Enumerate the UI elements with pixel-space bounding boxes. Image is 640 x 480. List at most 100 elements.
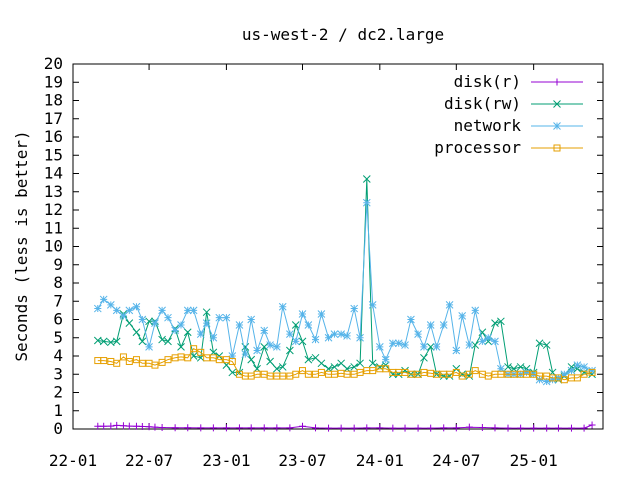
data-point — [381, 361, 390, 369]
data-point — [279, 372, 287, 380]
legend-entry: network — [454, 116, 583, 135]
data-point — [132, 422, 140, 430]
data-point — [362, 198, 371, 207]
data-point — [535, 375, 544, 384]
data-point — [100, 422, 108, 430]
data-point — [356, 333, 364, 342]
y-tick-label: 15 — [44, 145, 63, 164]
data-point — [260, 424, 268, 432]
data-point — [183, 306, 192, 315]
data-point — [317, 359, 326, 368]
data-point — [247, 315, 256, 324]
data-point — [119, 353, 127, 361]
data-point — [202, 308, 211, 317]
data-point — [164, 337, 172, 346]
data-point — [99, 337, 108, 346]
data-point — [298, 310, 307, 318]
data-point — [504, 424, 512, 432]
data-point — [145, 317, 153, 326]
data-point — [350, 304, 359, 313]
data-point — [273, 424, 281, 432]
data-point — [189, 352, 198, 360]
data-point — [228, 357, 236, 365]
legend-entry: disk(r) — [454, 72, 583, 91]
data-point — [554, 424, 562, 432]
data-point — [113, 359, 121, 367]
data-point — [350, 363, 359, 371]
data-point — [164, 356, 172, 364]
y-tick-label: 9 — [53, 255, 63, 274]
data-point — [356, 368, 364, 376]
data-point — [368, 301, 377, 309]
data-point — [183, 328, 192, 337]
data-point — [158, 335, 166, 344]
y-tick-label: 13 — [44, 182, 63, 201]
data-point — [363, 424, 371, 432]
data-point — [330, 363, 339, 371]
y-tick-label: 16 — [44, 127, 63, 146]
data-point — [298, 422, 306, 430]
data-point — [491, 337, 499, 346]
data-point — [375, 343, 384, 351]
data-point — [125, 357, 133, 365]
data-point — [298, 337, 307, 346]
data-point — [548, 375, 557, 384]
data-point — [158, 424, 166, 432]
data-point — [471, 367, 479, 375]
y-tick-label: 6 — [53, 310, 63, 329]
data-point — [171, 326, 179, 335]
data-point — [407, 315, 415, 324]
data-point — [241, 350, 250, 359]
data-point — [588, 370, 596, 379]
data-point — [510, 370, 518, 378]
data-point — [458, 370, 467, 379]
data-point — [260, 326, 269, 335]
data-point — [478, 337, 487, 346]
data-point — [580, 368, 588, 377]
data-point — [414, 424, 422, 432]
data-point — [125, 319, 134, 328]
data-point — [190, 345, 198, 353]
data-point — [151, 423, 159, 431]
data-point — [138, 315, 147, 324]
data-point — [113, 421, 121, 429]
y-tick-label: 18 — [44, 91, 63, 110]
data-point — [439, 321, 448, 329]
data-point — [560, 376, 568, 384]
data-point — [376, 424, 384, 432]
data-point — [119, 311, 128, 320]
y-tick-label: 5 — [53, 328, 63, 347]
data-point — [567, 424, 575, 432]
data-point — [465, 372, 474, 380]
data-point — [573, 364, 582, 373]
data-point — [588, 421, 596, 429]
data-point — [535, 339, 544, 348]
data-point — [272, 343, 281, 351]
data-point — [522, 368, 531, 377]
data-point — [484, 372, 492, 380]
data-point — [304, 355, 313, 364]
legend-entry: disk(rw) — [444, 94, 583, 113]
data-point — [350, 424, 358, 432]
series-disk-rw — [93, 175, 596, 384]
data-point — [286, 346, 294, 355]
data-point — [125, 422, 133, 430]
data-point — [222, 424, 230, 432]
x-tick-label: 23-01 — [202, 451, 250, 470]
data-point — [189, 306, 198, 315]
data-point — [426, 321, 435, 329]
data-point — [158, 306, 166, 315]
data-point — [132, 302, 141, 311]
data-point — [286, 424, 294, 432]
data-point — [203, 354, 211, 362]
data-point — [458, 311, 467, 320]
data-point — [266, 357, 274, 366]
x-tick-label: 25-01 — [510, 451, 558, 470]
data-point — [312, 424, 320, 432]
data-point — [112, 337, 121, 346]
data-point — [588, 368, 596, 376]
y-tick-label: 20 — [44, 54, 63, 73]
data-point — [465, 423, 473, 431]
data-point — [542, 377, 551, 386]
